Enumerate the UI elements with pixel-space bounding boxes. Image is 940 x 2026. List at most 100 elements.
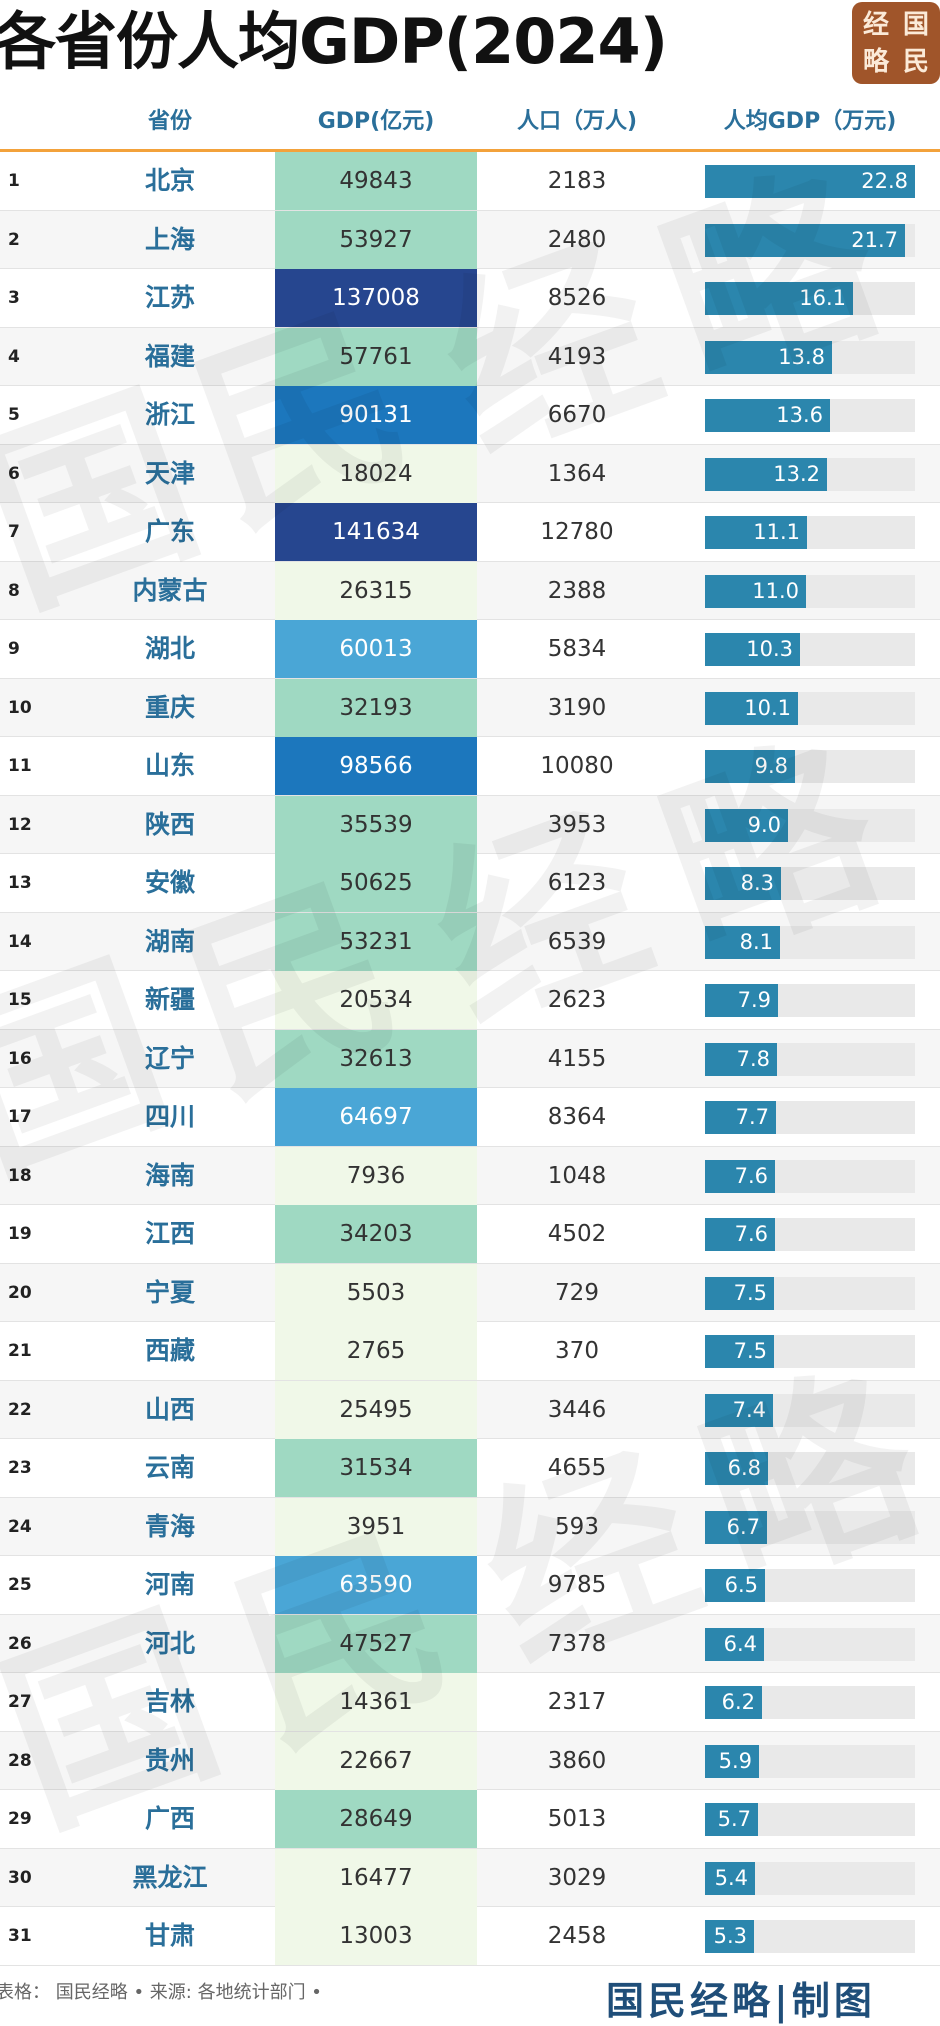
per-capita-bar-cell: 7.6 <box>705 1147 915 1205</box>
bar-track: 7.9 <box>705 984 915 1017</box>
table-row: 13 安徽 50625 6123 8.3 <box>0 854 940 913</box>
column-header-province: 省份 <box>147 109 192 134</box>
rank-label: 17 <box>8 1107 32 1127</box>
population-cell: 729 <box>555 1279 599 1306</box>
seal-char: 略 <box>862 46 889 77</box>
bar-track: 5.4 <box>705 1861 915 1895</box>
per-capita-value: 5.4 <box>714 1865 748 1890</box>
province-label: 新疆 <box>144 985 195 1014</box>
per-capita-bar-cell: 7.6 <box>705 1205 915 1263</box>
per-capita-bar-cell: 6.2 <box>705 1673 915 1731</box>
per-capita-bar <box>705 1569 765 1602</box>
per-capita-bar-cell: 7.4 <box>705 1381 915 1439</box>
per-capita-value: 6.8 <box>727 1456 761 1480</box>
per-capita-bar <box>705 282 853 315</box>
bar-track: 6.8 <box>705 1452 915 1485</box>
table-row: 4 福建 57761 4193 13.8 <box>0 327 940 386</box>
column-header-gdp: GDP(亿元) <box>317 109 435 134</box>
rank-label: 30 <box>8 1867 32 1888</box>
per-capita-bar-cell: 9.0 <box>705 796 915 854</box>
gdp-cell: 60013 <box>275 620 477 678</box>
table-header: 省份 GDP(亿元) 人口（万人) 人均GDP（万元) <box>0 94 940 152</box>
per-capita-bar <box>705 1042 777 1076</box>
province-label: 吉林 <box>144 1687 195 1716</box>
rank-label: 12 <box>8 814 32 835</box>
per-capita-value: 7.8 <box>736 1046 770 1071</box>
province-label: 黑龙江 <box>132 1862 208 1892</box>
column-header-population: 人口（万人) <box>516 109 638 134</box>
per-capita-bar <box>705 1159 775 1193</box>
province-label: 天津 <box>144 458 195 488</box>
population-cell: 3446 <box>547 1396 607 1423</box>
province-label: 浙江 <box>144 400 195 429</box>
rank-label: 1 <box>8 171 20 191</box>
population-cell: 593 <box>555 1513 599 1540</box>
per-capita-bar <box>705 340 832 374</box>
per-capita-bar <box>705 1218 775 1251</box>
bar-track: 13.8 <box>705 340 915 374</box>
per-capita-bar-cell: 22.8 <box>705 152 915 210</box>
per-capita-bar-cell: 6.4 <box>705 1615 915 1673</box>
population-cell: 6539 <box>547 928 607 955</box>
population-cell: 4155 <box>547 1045 607 1072</box>
rank-label: 20 <box>8 1282 32 1303</box>
province-label: 湖南 <box>144 926 195 956</box>
province-label: 陕西 <box>144 809 195 839</box>
per-capita-value: 9.8 <box>754 754 788 778</box>
gdp-cell: 35539 <box>275 795 477 854</box>
population-cell: 8364 <box>547 1104 607 1130</box>
per-capita-bar-cell: 5.7 <box>705 1790 915 1848</box>
bar-track: 9.8 <box>705 750 915 783</box>
rank-label: 27 <box>8 1692 32 1712</box>
province-label: 辽宁 <box>144 1043 195 1073</box>
table-row: 9 湖北 60013 5834 10.3 <box>0 620 940 679</box>
population-cell: 3190 <box>547 694 607 721</box>
per-capita-value: 13.2 <box>773 461 820 486</box>
gdp-cell: 16477 <box>275 1848 477 1907</box>
per-capita-bar-cell: 10.1 <box>705 679 915 737</box>
per-capita-bar-cell: 21.7 <box>705 211 915 269</box>
per-capita-bar <box>705 1335 774 1368</box>
per-capita-bar <box>705 1510 767 1544</box>
per-capita-value: 5.9 <box>718 1748 752 1773</box>
per-capita-bar-cell: 7.9 <box>705 971 915 1029</box>
table-row: 2 上海 53927 2480 21.7 <box>0 210 940 269</box>
province-label: 江西 <box>144 1219 195 1248</box>
bar-track: 8.1 <box>705 925 915 959</box>
per-capita-value: 7.9 <box>737 988 771 1012</box>
rank-label: 31 <box>8 1926 32 1946</box>
rank-label: 28 <box>8 1750 32 1771</box>
gdp-cell: 53231 <box>275 912 477 971</box>
gdp-cell: 14361 <box>275 1673 477 1731</box>
province-label: 宁夏 <box>144 1277 195 1307</box>
page-title: 各省份人均GDP(2024) <box>0 5 668 78</box>
population-cell: 5013 <box>547 1806 607 1832</box>
per-capita-bar-cell: 7.5 <box>705 1264 915 1322</box>
per-capita-bar-cell: 9.8 <box>705 737 915 795</box>
rank-label: 2 <box>8 229 20 250</box>
per-capita-bar <box>705 1393 773 1427</box>
per-capita-value: 6.4 <box>723 1631 757 1656</box>
brand-seal-logo: 经 国 略 民 <box>852 2 940 84</box>
rank-label: 23 <box>8 1458 32 1478</box>
per-capita-bar <box>705 399 830 432</box>
province-label: 重庆 <box>144 692 195 722</box>
bar-track: 7.7 <box>705 1101 915 1134</box>
per-capita-bar-cell: 6.8 <box>705 1439 915 1497</box>
per-capita-bar <box>705 925 780 959</box>
population-cell: 1048 <box>547 1162 607 1189</box>
gdp-cell: 49843 <box>275 152 477 210</box>
per-capita-value: 13.8 <box>778 344 825 369</box>
gdp-cell: 20534 <box>275 971 477 1029</box>
rank-label: 25 <box>8 1575 32 1595</box>
per-capita-bar-cell: 8.1 <box>705 913 915 971</box>
table-row: 30 黑龙江 16477 3029 5.4 <box>0 1848 940 1907</box>
per-capita-bar-cell: 6.5 <box>705 1556 915 1614</box>
per-capita-bar-cell: 6.7 <box>705 1498 915 1556</box>
per-capita-bar <box>705 984 778 1017</box>
bar-track: 10.1 <box>705 691 915 725</box>
rank-label: 10 <box>8 697 32 718</box>
province-label: 河南 <box>144 1570 195 1599</box>
rank-label: 16 <box>8 1048 32 1069</box>
province-label: 北京 <box>144 166 195 195</box>
